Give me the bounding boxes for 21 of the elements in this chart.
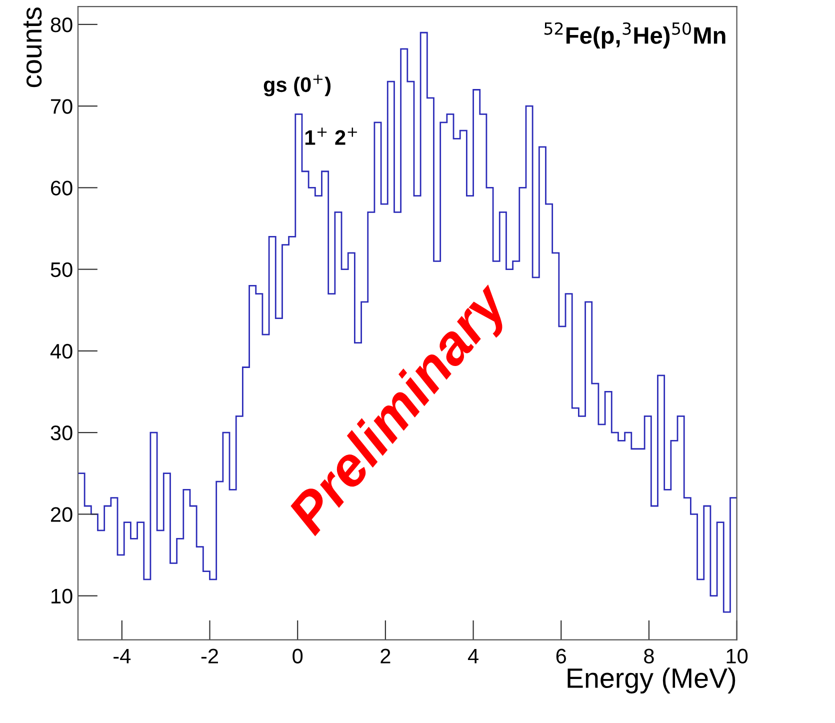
y-tick-label: 60 xyxy=(51,180,72,196)
y-tick-label: 40 xyxy=(50,344,72,359)
x-tick-label: 10 xyxy=(726,648,748,664)
x-tick-label: 4 xyxy=(468,648,478,664)
y-tick-label: 70 xyxy=(51,99,72,114)
annotation: gs (0$^{+}$) xyxy=(264,74,331,96)
x-tick-label: 2 xyxy=(380,648,390,664)
x-tick-label: -4 xyxy=(114,648,131,664)
x-axis-title: Energy (MeV) xyxy=(568,668,736,694)
x-tick-label: -2 xyxy=(201,648,218,664)
y-tick-label: 50 xyxy=(50,262,72,278)
annotation: 1$^{+}$ 2$^{+}$ xyxy=(305,128,357,145)
x-tick-label: 6 xyxy=(556,648,566,664)
y-tick-label: 10 xyxy=(52,588,72,604)
text: $^{52}$Fe(p,$^{3}$He)$^{50}$Mn xyxy=(544,22,726,49)
y-tick-label: 30 xyxy=(50,426,72,440)
x-tick-label: 8 xyxy=(644,648,654,664)
y-tick-label: 20 xyxy=(51,507,72,522)
x-tick-label: 0 xyxy=(292,648,303,664)
y-axis-title: counts xyxy=(23,8,42,88)
y-tick-label: 80 xyxy=(50,17,72,32)
